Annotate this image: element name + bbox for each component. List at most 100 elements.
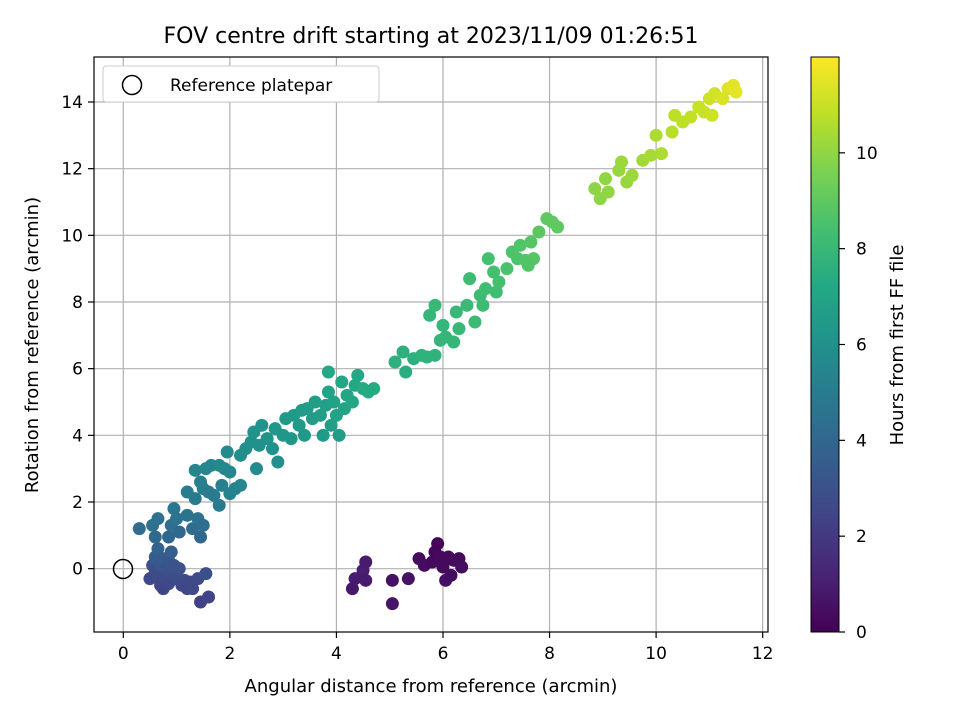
data-point (684, 110, 698, 124)
data-point (170, 512, 184, 526)
colorbar-tick-label: 0 (856, 623, 867, 643)
data-point (476, 298, 490, 312)
data-point (428, 348, 442, 362)
data-point (492, 275, 506, 289)
legend-entry-reference: Reference platepar (170, 76, 332, 96)
data-point (431, 537, 445, 551)
data-point (428, 298, 442, 312)
data-point (665, 125, 679, 139)
data-point (388, 355, 402, 369)
data-point (335, 375, 349, 389)
data-point (202, 590, 216, 604)
data-point (172, 525, 186, 539)
y-tick-label: 12 (61, 160, 83, 180)
data-point (223, 465, 237, 479)
x-tick-label: 2 (224, 644, 235, 664)
y-tick-label: 8 (72, 293, 83, 313)
y-tick-label: 4 (72, 426, 83, 446)
data-point (345, 582, 359, 596)
data-point (598, 172, 612, 186)
data-point (399, 365, 413, 379)
data-point (588, 182, 602, 196)
data-point (324, 418, 338, 432)
data-point (487, 265, 501, 279)
data-point (449, 305, 463, 319)
data-point (295, 403, 309, 417)
data-point (551, 220, 565, 234)
data-point (460, 298, 474, 312)
data-point (401, 572, 415, 586)
data-point (321, 365, 335, 379)
data-point (148, 530, 162, 544)
data-point (716, 92, 730, 106)
data-point (367, 382, 381, 396)
data-point (186, 582, 200, 596)
y-tick-label: 10 (61, 226, 83, 246)
colorbar-tick-label: 6 (856, 336, 867, 356)
grid-lines (94, 57, 768, 632)
x-tick-label: 12 (752, 644, 774, 664)
data-point (284, 432, 298, 446)
data-point (614, 155, 628, 169)
plot-frame (93, 56, 769, 633)
data-point (521, 258, 535, 272)
data-point (729, 85, 743, 99)
data-point (649, 128, 663, 142)
data-point (452, 322, 466, 336)
data-point (260, 432, 274, 446)
x-axis-ticks: 0 2 4 6 8 10 12 (118, 632, 774, 664)
data-point (447, 335, 461, 349)
chart-title: FOV centre drift starting at 2023/11/09 … (164, 24, 699, 49)
x-axis-label: Angular distance from reference (arcmin) (245, 676, 618, 697)
colorbar-tick-label: 4 (856, 431, 867, 451)
x-tick-label: 8 (544, 644, 555, 664)
y-axis-label: Rotation from reference (arcmin) (22, 197, 43, 493)
data-point (162, 530, 176, 544)
data-point (385, 573, 399, 587)
legend: Reference platepar (102, 65, 380, 103)
colorbar-ticks: 0 2 4 6 8 10 (839, 144, 878, 643)
data-point (167, 502, 181, 516)
data-point (151, 542, 165, 556)
reference-platepar-marker (112, 558, 134, 580)
data-point (316, 428, 330, 442)
data-point (359, 573, 373, 587)
data-points (132, 78, 743, 611)
y-tick-label: 6 (72, 360, 83, 380)
data-point (436, 318, 450, 332)
data-point (500, 262, 514, 276)
data-point (532, 225, 546, 239)
data-point (180, 508, 194, 522)
data-point (463, 272, 477, 286)
data-point (351, 368, 365, 382)
data-point (308, 395, 322, 409)
y-tick-label: 0 (72, 560, 83, 580)
data-point (332, 428, 346, 442)
x-tick-label: 0 (118, 644, 129, 664)
data-point (199, 567, 213, 581)
data-point (215, 478, 229, 492)
data-point (297, 428, 311, 442)
data-point (220, 445, 234, 459)
data-point (436, 560, 450, 574)
colorbar-tick-label: 8 (856, 240, 867, 260)
legend-marker-icon (121, 74, 143, 96)
data-point (345, 395, 359, 409)
y-tick-label: 2 (72, 493, 83, 513)
data-point (705, 108, 719, 122)
data-point (265, 442, 279, 456)
data-point (172, 562, 186, 576)
data-point (207, 488, 221, 502)
x-tick-label: 4 (331, 644, 342, 664)
colorbar-label: Hours from first FF file (887, 245, 908, 446)
data-point (313, 408, 327, 422)
colorbar-tick-label: 2 (856, 527, 867, 547)
data-point (194, 475, 208, 489)
data-point (180, 485, 194, 499)
data-point (132, 522, 146, 536)
data-point (164, 545, 178, 559)
data-point (654, 147, 668, 161)
data-point (327, 395, 341, 409)
data-point (151, 512, 165, 526)
